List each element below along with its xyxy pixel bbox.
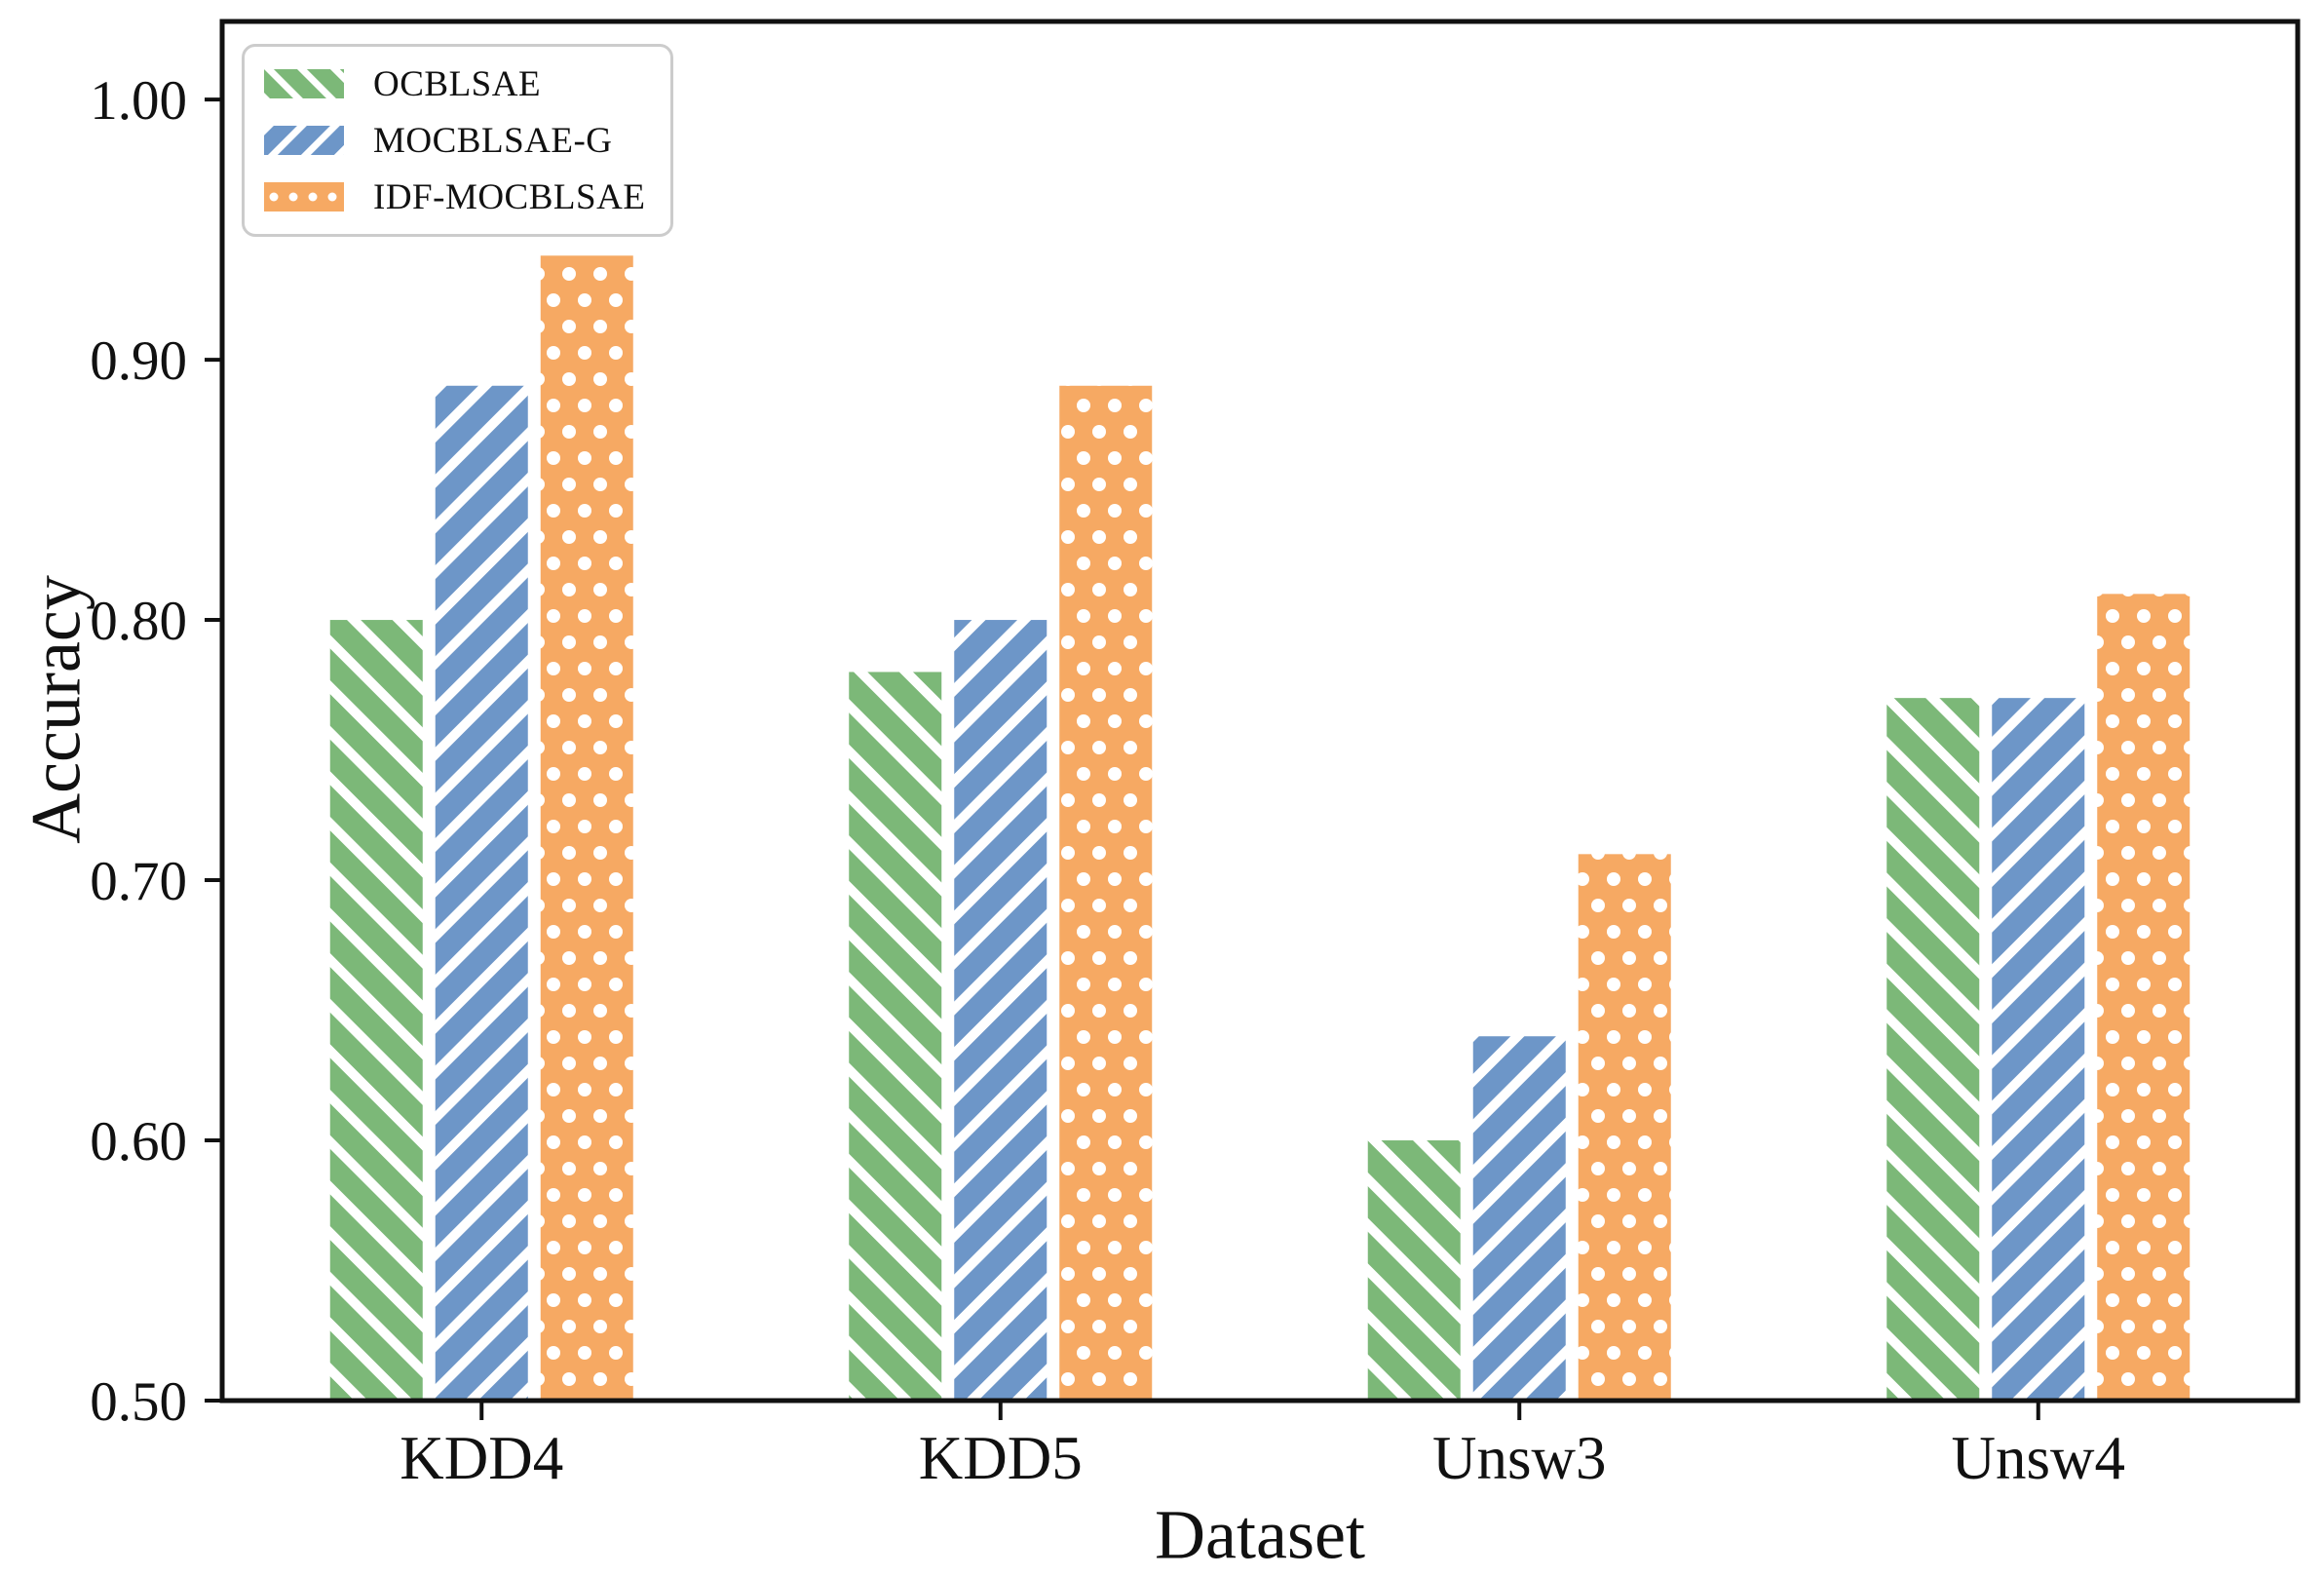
- legend-item-ocblsae: OCBLSAE: [264, 58, 645, 109]
- legend-swatch-ocblsae: [264, 69, 344, 98]
- plot-border: [219, 19, 2301, 1404]
- legend-item-mocblsae-g: MOCBLSAE-G: [264, 115, 645, 166]
- y-tick-label: 0.50: [90, 1371, 187, 1433]
- y-tick-label: 0.90: [90, 330, 187, 392]
- bar-Unsw3-IDF-MOCBLSAE: [1578, 854, 1671, 1401]
- bar-Unsw3-MOCBLSAE-G: [1472, 1036, 1566, 1401]
- y-tick-label: 1.00: [90, 70, 187, 132]
- legend-swatch-mocblsae-g: [264, 126, 344, 155]
- bar-Unsw4-OCBLSAE: [1886, 698, 1980, 1401]
- bar-KDD4-OCBLSAE: [329, 620, 423, 1401]
- legend-label: IDF-MOCBLSAE: [373, 176, 646, 217]
- y-axis-title: Accuracy: [17, 575, 95, 844]
- bar-Unsw4-IDF-MOCBLSAE: [2097, 594, 2191, 1401]
- bar-KDD4-MOCBLSAE-G: [435, 385, 528, 1402]
- legend-label: MOCBLSAE-G: [373, 120, 613, 161]
- x-tick-label: Unsw3: [1432, 1424, 1607, 1492]
- y-tick-label: 0.80: [90, 591, 187, 652]
- x-axis-title: Dataset: [1155, 1495, 1365, 1574]
- x-tick-label: Unsw4: [1951, 1424, 2125, 1492]
- legend-item-idf-mocblsae: IDF-MOCBLSAE: [264, 172, 645, 222]
- legend-swatch-idf-mocblsae: [264, 182, 344, 212]
- x-tick-label: KDD4: [400, 1424, 563, 1492]
- bar-KDD5-MOCBLSAE-G: [954, 620, 1048, 1401]
- bar-Unsw4-MOCBLSAE-G: [1992, 698, 2085, 1401]
- bar-KDD4-IDF-MOCBLSAE: [540, 255, 633, 1402]
- bar-KDD5-OCBLSAE: [849, 672, 942, 1401]
- y-tick-label: 0.60: [90, 1111, 187, 1173]
- bar-Unsw3-OCBLSAE: [1367, 1140, 1461, 1401]
- y-tick-label: 0.70: [90, 851, 187, 912]
- x-tick-label: KDD5: [919, 1424, 1083, 1492]
- legend: OCBLSAE MOCBLSAE-G IDF-MOCBLSAE: [242, 44, 674, 237]
- bar-KDD5-IDF-MOCBLSAE: [1059, 385, 1153, 1402]
- legend-label: OCBLSAE: [373, 63, 542, 104]
